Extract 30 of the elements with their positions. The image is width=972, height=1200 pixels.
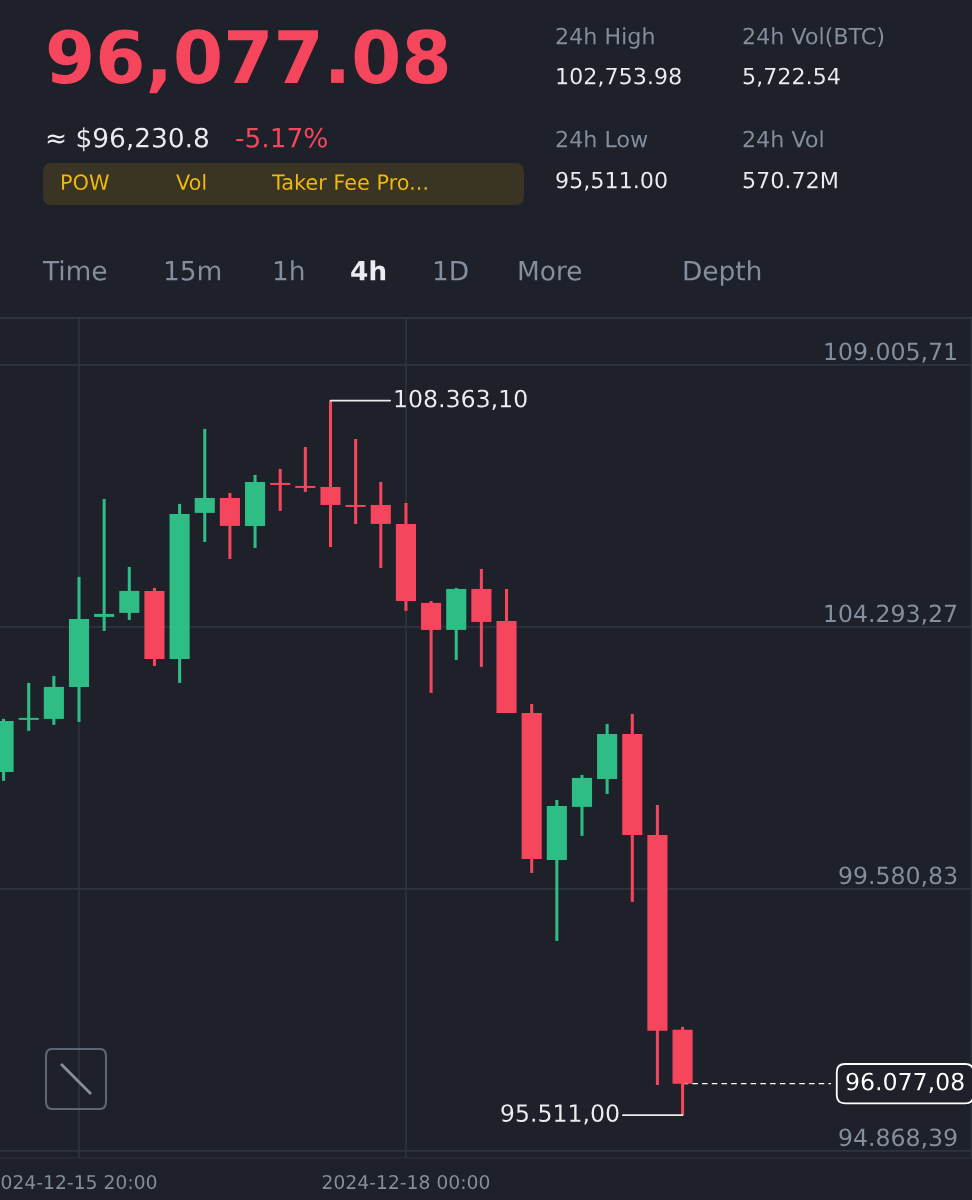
text: 5,722.54: [743, 67, 840, 87]
text: 4h: [351, 260, 386, 281]
annotation: 108.363,10: [395, 389, 527, 410]
text: 24h Vol(BTC): [743, 27, 884, 48]
text: More: [519, 261, 581, 281]
x-tick-label: 024-12-15 20:00: [1, 1175, 157, 1190]
text: 95,511.00: [556, 171, 667, 191]
text: 102,753.98: [557, 67, 681, 87]
text: -5.17%: [236, 127, 327, 148]
y-tick-label: 109.005,71: [825, 342, 956, 363]
ref-line-label: 96.077,08: [846, 1072, 964, 1093]
text: 1D: [434, 261, 468, 281]
text: 24h Low: [556, 130, 648, 148]
annotation: 95.511,00: [501, 1104, 619, 1125]
y-tick-label: 94.868,39: [839, 1128, 957, 1149]
y-tick-label: 99.580,83: [839, 866, 957, 887]
text: 24h High: [556, 27, 654, 49]
x-tick-label: 2024-12-18 00:00: [322, 1175, 490, 1190]
text: ≈ $96,230.8: [47, 127, 208, 152]
text: Time: [42, 260, 107, 281]
text: 15m: [165, 261, 221, 281]
text: 1h: [274, 260, 304, 281]
text: POW: [62, 174, 109, 191]
text: Taker Fee Pro...: [271, 173, 427, 191]
text: Depth: [684, 260, 761, 286]
text: 24h Vol: [743, 130, 823, 148]
y-tick-label: 104.293,27: [825, 604, 957, 625]
text: 570.72M: [743, 171, 837, 189]
text: Vol: [176, 173, 206, 191]
chart-title: 96,077.08: [48, 29, 448, 94]
